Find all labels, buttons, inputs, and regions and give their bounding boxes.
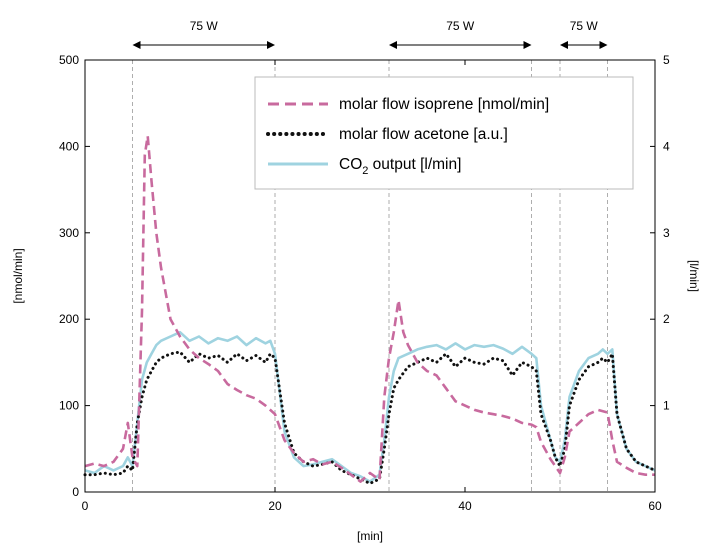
arrowhead-left-0 [132,41,141,49]
plot-frame [84,59,656,493]
legend-entry-co2: CO2 output [l/min] [339,156,461,177]
legend-co2-part-b: output [l/min] [368,156,461,173]
series-lines [83,134,657,485]
right-y-axis-ticks: 1 2 3 4 5 [650,53,670,413]
y-right-tick-label-2: 2 [663,312,670,326]
y-left-tick-label-200: 200 [59,312,79,326]
legend: molar flow isoprene [nmol/min] molar flo… [254,76,634,190]
arrowhead-left-2 [560,41,568,49]
y-left-tick-label-0: 0 [72,485,79,499]
arrowhead-right-1 [523,41,532,49]
arrowhead-left-1 [389,41,397,49]
legend-entry-isoprene: molar flow isoprene [nmol/min] [339,96,549,113]
annotation-label-2: 75 W [570,19,599,33]
x-tick-label-0: 0 [82,499,89,513]
x-tick-label-60: 60 [648,499,662,513]
y-left-tick-label-300: 300 [59,226,79,240]
y-left-tick-label-400: 400 [59,139,79,153]
arrowhead-right-2 [599,41,608,49]
left-y-axis-ticks: 0 100 200 300 400 500 [59,53,90,499]
legend-entry-acetone: molar flow acetone [a.u.] [339,126,508,143]
series-line-isoprene [84,134,655,483]
y-left-tick-label-100: 100 [59,399,79,413]
power-annotations: 75 W 75 W 75 W [132,19,608,49]
x-axis-ticks: 0 20 40 60 [82,60,662,513]
x-tick-label-40: 40 [458,499,472,513]
series-line-acetone [83,350,657,485]
y-right-tick-label-4: 4 [663,139,670,153]
annotation-label-0: 75 W [190,19,219,33]
legend-co2-subscript: 2 [362,165,368,177]
x-axis-label: [min] [357,529,383,543]
right-y-axis-label: [l/min] [687,260,701,292]
legend-co2-part-a: CO [339,156,362,173]
y-right-tick-label-1: 1 [663,399,670,413]
annotation-label-1: 75 W [446,19,475,33]
y-left-tick-label-500: 500 [59,53,79,67]
left-y-axis-label: [nmol/min] [11,248,25,303]
arrowhead-right-0 [267,41,275,49]
x-tick-label-20: 20 [268,499,282,513]
y-right-tick-label-5: 5 [663,53,670,67]
y-right-tick-label-3: 3 [663,226,670,240]
